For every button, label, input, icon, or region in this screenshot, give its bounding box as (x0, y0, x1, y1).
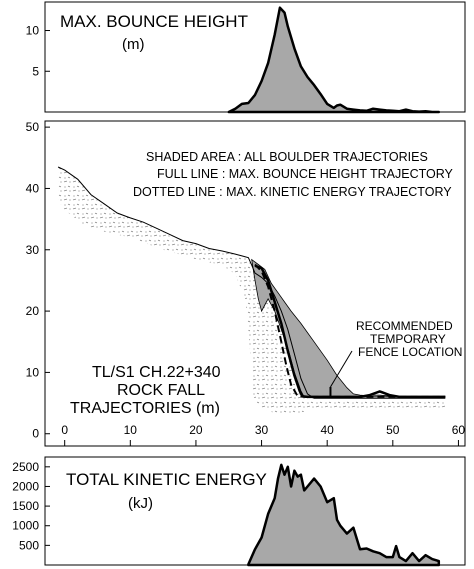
kinetic-energy-y-tick-label: 500 (19, 538, 39, 552)
rock-layer (58, 167, 446, 415)
section-label-line-2: ROCK FALL (117, 382, 205, 399)
kinetic-energy-unit: (kJ) (128, 495, 153, 512)
trajectory-x-tick-label: 60 (452, 423, 466, 437)
section-label-line-1: TL/S1 CH.22+340 (92, 364, 221, 381)
legend-shaded-area: SHADED AREA : ALL BOULDER TRAJECTORIES (146, 150, 428, 164)
trajectory-x-tick-label: 0 (61, 423, 68, 437)
kinetic-energy-y-tick-label: 2000 (12, 479, 39, 493)
section-label-line-3: TRAJECTORIES (m) (70, 400, 220, 417)
kinetic-energy-y-tick-label: 1000 (12, 519, 39, 533)
fence-annotation-line-3: FENCE LOCATION (358, 345, 462, 359)
kinetic-energy-y-tick-label: 2500 (12, 460, 39, 474)
trajectory-y-tick-label: 20 (26, 304, 40, 318)
bounce-height-y-axis: 5 10 (26, 24, 50, 78)
bounce-height-title: MAX. BOUNCE HEIGHT (60, 12, 248, 31)
trajectory-y-tick-label: 40 (26, 181, 40, 195)
kinetic-energy-y-axis: 500 1000 1500 2000 2500 (12, 460, 50, 552)
fence-annotation-line-2: TEMPORARY (370, 332, 446, 346)
trajectory-x-tick-label: 30 (255, 423, 269, 437)
trajectory-y-tick-label: 30 (26, 243, 40, 257)
fence-leader-line (330, 350, 353, 388)
trajectory-y-tick-label: 50 (26, 120, 40, 134)
kinetic-energy-area (247, 463, 441, 567)
trajectory-y-axis: 0 10 20 30 40 50 (26, 120, 50, 441)
trajectory-x-tick-label: 20 (189, 423, 203, 437)
max-energy-trajectory (254, 263, 446, 398)
bounce-height-area (227, 6, 441, 114)
trajectory-x-axis: 0 10 20 30 40 50 60 (61, 423, 465, 446)
trajectory-x-tick-label: 50 (386, 423, 400, 437)
legend-dotted-line: DOTTED LINE : MAX. KINETIC ENERGY TRAJEC… (133, 185, 452, 199)
trajectory-x-tick-label: 40 (321, 423, 335, 437)
bounce-height-y-tick-label: 5 (32, 64, 39, 78)
trajectory-panel: 0 10 20 30 40 50 60 0 10 20 30 40 50 SHADED AREA : … (26, 120, 466, 447)
kinetic-energy-panel: 500 1000 1500 2000 2500 TOTAL KINETIC ENERGY… (12, 456, 466, 567)
trajectory-y-tick-label: 10 (26, 365, 40, 379)
legend-full-line: FULL LINE : MAX. BOUNCE HEIGHT TRAJECTOR… (157, 167, 454, 181)
trajectory-frame (44, 120, 466, 447)
bounce-height-y-tick-label: 10 (26, 24, 40, 38)
kinetic-energy-y-tick-label: 1500 (12, 499, 39, 513)
fence-annotation-line-1: RECOMMENDED (356, 319, 453, 333)
trajectory-x-tick-label: 10 (124, 423, 138, 437)
kinetic-energy-title: TOTAL KINETIC ENERGY (66, 470, 267, 489)
bounce-height-unit: (m) (122, 36, 145, 53)
slope-profile (57, 166, 446, 399)
trajectory-y-tick-label: 0 (32, 427, 39, 441)
bounce-height-panel: 5 10 MAX. BOUNCE HEIGHT (m) (26, 1, 466, 114)
